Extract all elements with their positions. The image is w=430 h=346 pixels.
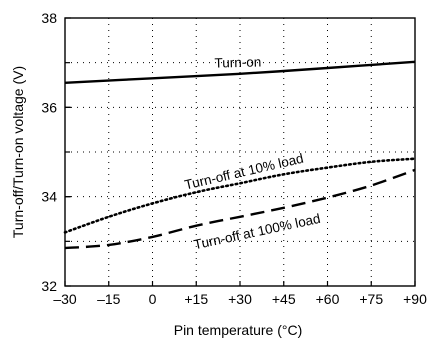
x-tick-label: +45 bbox=[272, 291, 296, 307]
y-tick-label: 34 bbox=[41, 189, 57, 205]
y-tick-label: 36 bbox=[41, 99, 57, 115]
x-axis-label: Pin temperature (°C) bbox=[174, 322, 303, 338]
x-tick-label: 0 bbox=[149, 291, 157, 307]
x-tick-label: +90 bbox=[403, 291, 427, 307]
x-tick-label: –30 bbox=[53, 291, 77, 307]
annotation-turn-on: Turn-on bbox=[214, 54, 261, 70]
tick-marks bbox=[64, 17, 416, 287]
annotation-turn-off-10: Turn-off at 10% load bbox=[183, 151, 305, 193]
series-annotations: Turn-on Turn-off at 10% load Turn-off at… bbox=[183, 54, 322, 252]
y-tick-label: 38 bbox=[41, 10, 57, 26]
y-axis-label: Turn-off/Turn-on voltage (V) bbox=[10, 66, 26, 238]
y-tick-labels: 32 34 36 38 bbox=[41, 10, 57, 294]
x-tick-label: +75 bbox=[359, 291, 383, 307]
series-line-1 bbox=[63, 157, 417, 234]
x-tick-labels: –30 –15 0 +15 +30 +45 +60 +75 +90 bbox=[53, 291, 427, 307]
x-tick-label: +15 bbox=[184, 291, 208, 307]
x-tick-label: +30 bbox=[228, 291, 252, 307]
series-line-0 bbox=[64, 60, 416, 84]
series-lines bbox=[63, 60, 417, 250]
y-tick-label: 32 bbox=[41, 278, 57, 294]
annotation-turn-off-100: Turn-off at 100% load bbox=[192, 211, 321, 253]
x-tick-label: +60 bbox=[316, 291, 340, 307]
x-tick-label: –15 bbox=[97, 291, 121, 307]
series-line-2 bbox=[64, 168, 416, 250]
grid bbox=[65, 18, 415, 286]
